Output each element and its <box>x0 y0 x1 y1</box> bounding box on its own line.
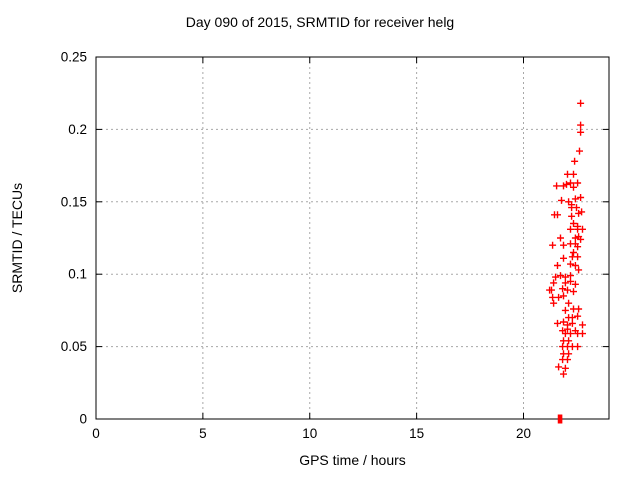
y-tick-label: 0.1 <box>68 267 87 282</box>
y-tick-label: 0.2 <box>68 122 87 137</box>
x-tick-label: 5 <box>199 426 207 441</box>
x-tick-label: 10 <box>302 426 317 441</box>
x-tick-label: 15 <box>409 426 424 441</box>
y-tick-label: 0.25 <box>61 50 87 65</box>
y-tick-label: 0.15 <box>61 194 87 209</box>
x-tick-label: 20 <box>516 426 531 441</box>
x-tick-label: 0 <box>92 426 100 441</box>
zero-value-marker <box>557 414 563 424</box>
chart-title: Day 090 of 2015, SRMTID for receiver hel… <box>185 14 455 30</box>
y-tick-label: 0 <box>79 412 87 427</box>
data-points <box>546 99 586 378</box>
y-tick-label: 0.05 <box>61 339 87 354</box>
plot-border <box>95 56 610 420</box>
x-axis-label: GPS time / hours <box>299 452 406 468</box>
